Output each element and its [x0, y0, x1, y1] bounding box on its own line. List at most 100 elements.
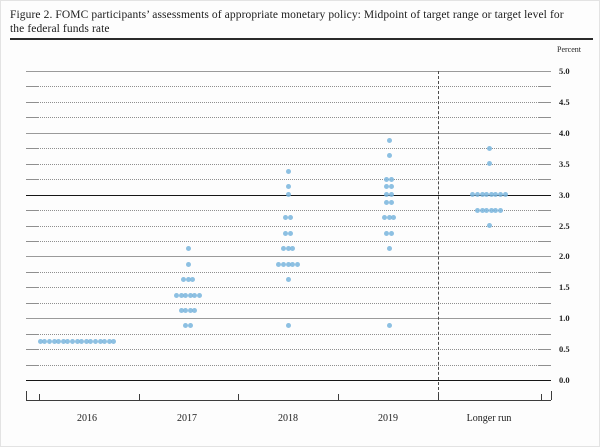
gridline-cap — [26, 333, 39, 335]
projection-dot — [290, 246, 296, 252]
projection-dot — [185, 261, 191, 267]
gridline-cap — [26, 349, 39, 351]
gridline — [26, 132, 551, 134]
x-axis-corner-tick — [551, 391, 552, 400]
y-tick-label: 2.0 — [559, 251, 570, 262]
gridline-cap — [538, 117, 551, 119]
projection-dot — [74, 338, 80, 344]
projection-dot — [183, 323, 189, 329]
y-tick-label: 4.0 — [559, 127, 570, 138]
projection-dot — [46, 338, 52, 344]
projection-dot — [479, 192, 485, 198]
y-tick-label: 3.0 — [559, 189, 570, 200]
projection-dot — [285, 246, 291, 252]
x-axis-tick — [338, 394, 339, 400]
projection-dot — [388, 192, 394, 198]
projection-dot — [51, 338, 57, 344]
projection-dot — [283, 215, 289, 221]
gridline — [26, 349, 551, 351]
projection-dot — [493, 192, 499, 198]
gridline-cap — [26, 210, 39, 212]
projection-dot — [388, 199, 394, 205]
projection-dot — [285, 192, 291, 198]
gridline-cap — [26, 225, 39, 227]
gridline-cap — [538, 101, 551, 103]
gridline — [26, 318, 551, 320]
gridline — [26, 101, 551, 103]
projection-dot — [285, 277, 291, 283]
projection-dot — [386, 246, 392, 252]
gridline — [26, 256, 551, 258]
gridline-cap — [538, 271, 551, 273]
x-axis-tick — [541, 394, 542, 400]
projection-dot — [285, 184, 291, 190]
y-tick-label: 3.5 — [559, 158, 570, 169]
projection-dot — [56, 338, 62, 344]
gridline-cap — [538, 225, 551, 227]
projection-dot — [69, 338, 75, 344]
y-tick-label: 0.0 — [559, 375, 570, 385]
gridline — [26, 271, 551, 273]
projection-dot — [388, 230, 394, 236]
projection-dot — [386, 138, 392, 144]
projection-dot — [37, 338, 43, 344]
projection-dot — [180, 277, 186, 283]
title-rule — [10, 38, 593, 40]
x-axis-tick — [139, 394, 140, 400]
gridline — [26, 163, 551, 165]
projection-dot — [178, 307, 184, 313]
x-axis-line — [26, 400, 551, 401]
projection-dot — [475, 192, 480, 198]
projection-dot — [187, 323, 193, 329]
projection-dot — [386, 153, 392, 159]
projection-dot — [185, 277, 191, 283]
projection-dot — [287, 230, 293, 236]
projection-dot — [488, 192, 494, 198]
gridline-cap — [26, 302, 39, 304]
projection-dot — [488, 207, 494, 213]
projection-dot — [92, 338, 98, 344]
projection-dot — [280, 246, 286, 252]
projection-dot — [384, 184, 390, 190]
gridline — [26, 364, 551, 366]
projection-dot — [65, 338, 71, 344]
gridline — [26, 179, 551, 181]
projection-dot — [276, 261, 282, 267]
figure-title-line2: the federal funds rate — [10, 23, 110, 35]
projection-dot — [192, 292, 198, 298]
projection-dot — [486, 145, 492, 151]
gridline-cap — [26, 101, 39, 103]
projection-dot — [384, 230, 390, 236]
projection-dot — [187, 292, 193, 298]
projection-dot — [386, 323, 392, 329]
projection-dot — [285, 261, 291, 267]
gridline-cap — [538, 179, 551, 181]
projection-dot — [183, 292, 189, 298]
gridline-cap — [26, 163, 39, 165]
gridline-cap — [26, 148, 39, 150]
projection-dot — [502, 192, 508, 198]
projection-dot — [388, 184, 394, 190]
gridline-cap — [26, 86, 39, 88]
figure-title-line1: Figure 2. FOMC participants’ assessments… — [10, 9, 564, 21]
gridline-cap — [26, 179, 39, 181]
projection-dot — [391, 215, 397, 221]
projection-dot — [285, 323, 291, 329]
x-category-label: 2019 — [378, 413, 398, 424]
projection-dot — [290, 261, 296, 267]
gridline — [26, 287, 551, 289]
projection-dot — [42, 338, 48, 344]
projection-dot — [88, 338, 94, 344]
x-category-label: Longer run — [466, 413, 512, 424]
projection-dot — [280, 261, 286, 267]
projection-dot — [493, 207, 499, 213]
gridline-cap — [26, 364, 39, 366]
gridline-cap — [538, 302, 551, 304]
projection-dot — [386, 215, 392, 221]
x-category-label: 2017 — [177, 413, 197, 424]
y-tick-label: 1.5 — [559, 282, 570, 293]
projection-dot — [294, 261, 300, 267]
projection-dot — [111, 338, 117, 344]
projection-dot — [60, 338, 66, 344]
projection-dot — [475, 207, 480, 213]
